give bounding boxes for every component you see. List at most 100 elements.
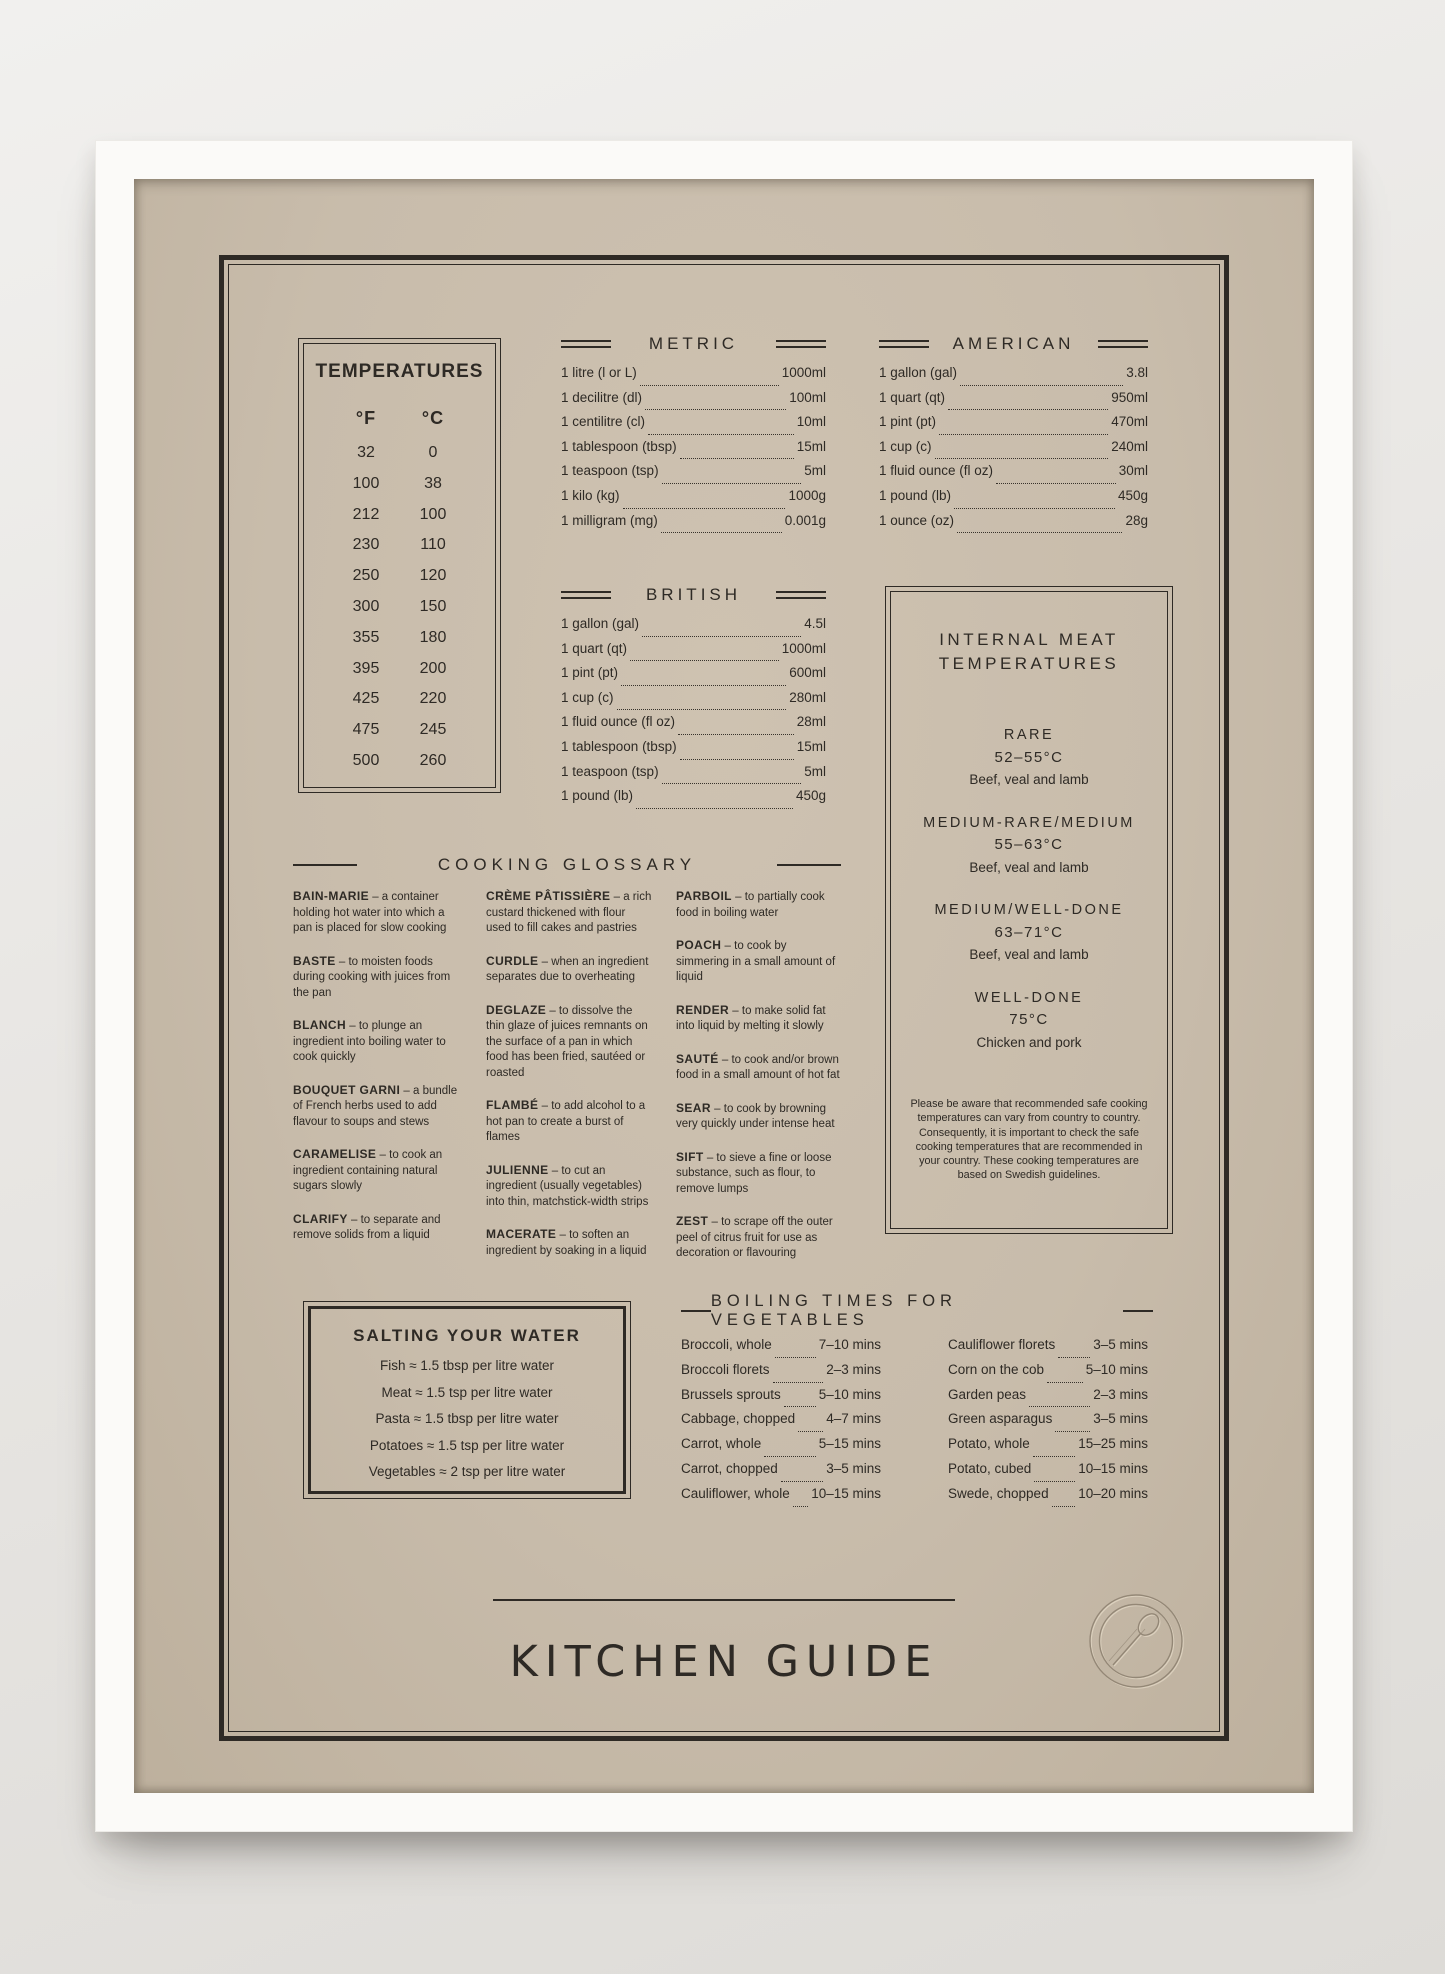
glossary-definition: – when an ingredient separates due to ov… bbox=[486, 955, 649, 984]
boiling-time: 5–10 mins bbox=[1085, 1361, 1148, 1377]
boiling-time: 15–25 mins bbox=[1078, 1436, 1148, 1452]
glossary-term: CARAMELISE bbox=[293, 1147, 377, 1161]
celsius-value: 110 bbox=[420, 536, 446, 554]
boiling-time: 10–20 mins bbox=[1078, 1485, 1148, 1501]
dotted-leader bbox=[678, 733, 794, 735]
conversion-row: 1 fluid ounce (fl oz) 28ml bbox=[561, 714, 826, 739]
meat-doneness-entry: MEDIUM/WELL-DONE 63–71°C Beef, veal and … bbox=[891, 899, 1167, 967]
glossary-entry: CLARIFY – to separate and remove solids … bbox=[293, 1212, 459, 1244]
fahrenheit-value: 300 bbox=[352, 597, 380, 615]
conversion-row: 1 tablespoon (tbsp) 15ml bbox=[561, 739, 826, 764]
conversion-row: 1 fluid ounce (fl oz) 30ml bbox=[879, 463, 1148, 488]
boiling-time-row: Cauliflower florets 3–5 mins bbox=[948, 1337, 1148, 1362]
conversion-label: 1 tablespoon (tbsp) bbox=[561, 738, 677, 754]
vegetable-name: Green asparagus bbox=[948, 1411, 1053, 1427]
vegetable-name: Cauliflower, whole bbox=[681, 1485, 790, 1501]
boiling-time: 3–5 mins bbox=[1093, 1337, 1148, 1352]
boiling-times-title: BOILING TIMES FOR VEGETABLES bbox=[710, 1292, 957, 1329]
glossary-term: ZEST bbox=[676, 1214, 709, 1228]
fahrenheit-value: 500 bbox=[352, 751, 380, 769]
picture-frame: TEMPERATURES °F °C 32 0 100 38 212 bbox=[95, 140, 1353, 1832]
fahrenheit-value: 250 bbox=[352, 567, 380, 585]
conversion-label: 1 pint (pt) bbox=[561, 665, 619, 681]
glossary-term: RENDER bbox=[676, 1002, 730, 1017]
meat-disclaimer: Please be aware that recommended safe co… bbox=[910, 1098, 1148, 1182]
conversion-label: 1 ounce (oz) bbox=[879, 512, 955, 528]
dotted-leader bbox=[774, 1356, 816, 1358]
boiling-time: 10–15 mins bbox=[811, 1485, 881, 1501]
boiling-time-row: Brussels sprouts 5–10 mins bbox=[681, 1387, 881, 1412]
vegetable-name: Carrot, whole bbox=[681, 1436, 762, 1452]
glossary-entry: RENDER – to make solid fat into liquid b… bbox=[676, 1003, 842, 1035]
conversion-label: 1 litre (l or L) bbox=[561, 365, 637, 380]
dotted-leader bbox=[996, 482, 1116, 484]
double-rule bbox=[561, 591, 611, 599]
boiling-times-header: BOILING TIMES FOR VEGETABLES bbox=[681, 1292, 1154, 1330]
glossary-entry: SIFT – to sieve a fine or loose substanc… bbox=[676, 1150, 842, 1198]
conversion-value: 15ml bbox=[796, 738, 826, 754]
boiling-time-row: Cabbage, chopped 4–7 mins bbox=[681, 1411, 881, 1436]
dotted-leader bbox=[679, 458, 794, 460]
metric-section: METRIC 1 litre (l or L) 1000ml 1 decilit… bbox=[561, 332, 826, 537]
glossary-definition: – a rich custard thickened with flour us… bbox=[486, 891, 652, 934]
dotted-leader bbox=[630, 660, 779, 662]
boiling-time: 4–7 mins bbox=[826, 1411, 881, 1427]
british-rows: 1 gallon (gal) 4.5l 1 quart (qt) 1000ml bbox=[561, 616, 826, 813]
conversion-row: 1 centilitre (cl) 10ml bbox=[561, 414, 826, 439]
conversion-value: 28ml bbox=[796, 714, 826, 730]
meat-temperatures-title: INTERNAL MEAT TEMPERATURES bbox=[891, 628, 1167, 676]
fahrenheit-value: 230 bbox=[352, 536, 380, 554]
glossary-term: FLAMBÉ bbox=[486, 1098, 539, 1112]
conversion-row: 1 tablespoon (tbsp) 15ml bbox=[561, 439, 826, 464]
temperatures-table: °F °C 32 0 100 38 212 100 bbox=[304, 406, 495, 777]
glossary-term: PARBOIL bbox=[676, 889, 732, 903]
spacer bbox=[333, 430, 467, 438]
dotted-leader bbox=[661, 482, 802, 484]
doneness-name: RARE bbox=[1003, 727, 1055, 743]
meat-doneness-entry: MEDIUM-RARE/MEDIUM 55–63°C Beef, veal an… bbox=[891, 812, 1167, 880]
meat-title-line1: INTERNAL MEAT bbox=[939, 630, 1119, 649]
rule-dash bbox=[1123, 1310, 1154, 1312]
dotted-leader bbox=[939, 433, 1109, 435]
celsius-value: 220 bbox=[419, 690, 447, 708]
doneness-meats: Beef, veal and lamb bbox=[969, 859, 1089, 875]
conversion-value: 470ml bbox=[1111, 414, 1148, 430]
dotted-leader bbox=[798, 1431, 824, 1433]
vegetable-name: Corn on the cob bbox=[948, 1361, 1045, 1377]
glossary-entry: CARAMELISE – to cook an ingredient conta… bbox=[293, 1147, 459, 1195]
salting-rule: Pasta ≈ 1.5 tbsp per litre water bbox=[375, 1411, 559, 1426]
glossary-definition: – to plunge an ingredient into boiling w… bbox=[293, 1020, 446, 1063]
double-rule bbox=[775, 340, 826, 348]
boiling-time: 5–15 mins bbox=[818, 1436, 881, 1452]
glossary-entry: BASTE – to moisten foods during cooking … bbox=[293, 954, 459, 1002]
boiling-time-row: Broccoli florets 2–3 mins bbox=[681, 1362, 881, 1387]
conversion-row: 1 decilitre (dl) 100ml bbox=[561, 390, 826, 415]
title-rule bbox=[493, 1599, 955, 1601]
glossary-definition: – to partially cook food in boiling wate… bbox=[676, 891, 825, 919]
glossary-term: BLANCH bbox=[293, 1018, 347, 1032]
glossary-entry: ZEST – to scrape off the outer peel of c… bbox=[676, 1214, 842, 1262]
dotted-leader bbox=[780, 1480, 824, 1482]
glossary-definition: – to cook and/or brown food in a small a… bbox=[676, 1053, 840, 1082]
vegetable-name: Broccoli florets bbox=[681, 1361, 770, 1377]
conversion-value: 15ml bbox=[796, 438, 826, 454]
dotted-leader bbox=[948, 409, 1109, 411]
dotted-leader bbox=[639, 384, 779, 386]
meat-doneness-entry: RARE 52–55°C Beef, veal and lamb bbox=[891, 724, 1167, 792]
conversion-value: 28g bbox=[1125, 512, 1148, 528]
conversion-row: 1 pint (pt) 470ml bbox=[879, 414, 1148, 439]
conversion-row: 1 pound (lb) 450g bbox=[561, 788, 826, 813]
conversion-row: 1 pint (pt) 600ml bbox=[561, 665, 826, 690]
cooking-glossary-header: COOKING GLOSSARY bbox=[293, 855, 841, 875]
glossary-entry: CRÈME PÂTISSIÈRE – a rich custard thicke… bbox=[486, 889, 652, 937]
metric-header: METRIC bbox=[561, 332, 826, 356]
dotted-leader bbox=[792, 1505, 809, 1507]
conversion-label: 1 gallon (gal) bbox=[879, 365, 958, 380]
conversion-label: 1 cup (c) bbox=[561, 689, 614, 705]
glossary-definition: – to scrape off the outer peel of citrus… bbox=[676, 1216, 833, 1259]
glossary-entry: FLAMBÉ – to add alcohol to a hot pan to … bbox=[486, 1098, 652, 1146]
american-title: AMERICAN bbox=[952, 334, 1075, 353]
american-section: AMERICAN 1 gallon (gal) 3.8l 1 quart (qt… bbox=[879, 332, 1148, 537]
vegetable-name: Brussels sprouts bbox=[681, 1386, 781, 1402]
glossary-definition: – to cut an ingredient (usually vegetabl… bbox=[486, 1164, 649, 1208]
